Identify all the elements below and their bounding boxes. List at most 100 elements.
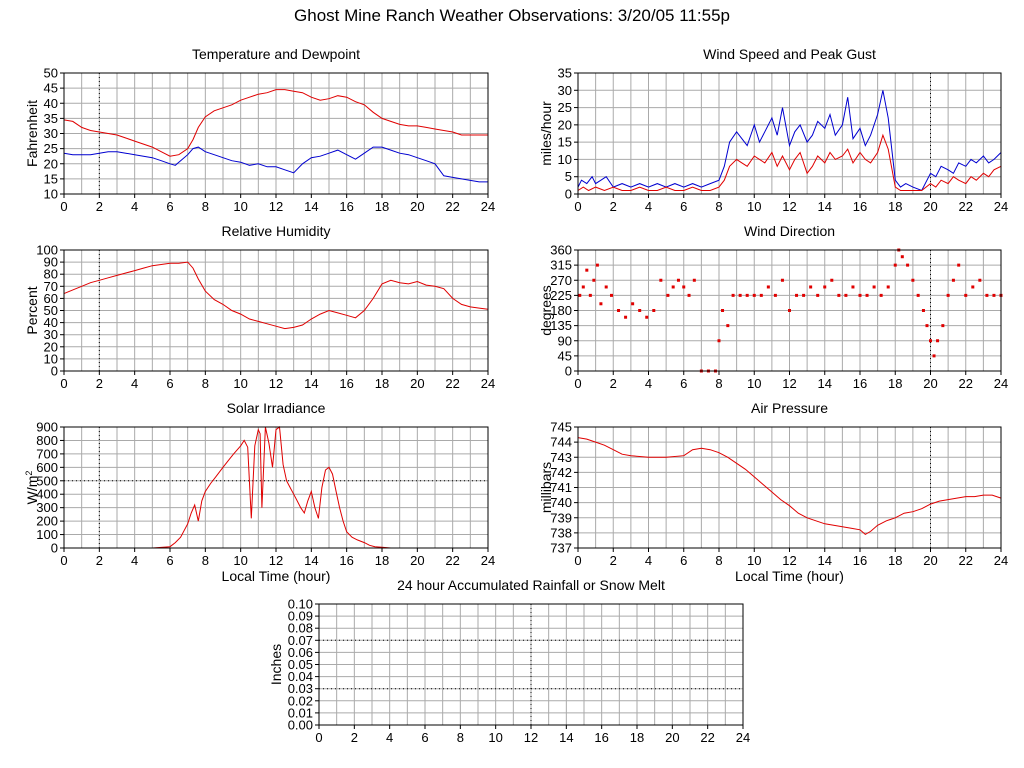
- rain-x-tick-label: 4: [386, 730, 393, 745]
- winddir-x-tick-label: 14: [818, 376, 832, 391]
- wind-series-red: [577, 133, 1002, 192]
- humidity-x-tick-label: 24: [481, 376, 495, 391]
- humidity-y-tick-label: 10: [44, 351, 58, 366]
- humidity-y-tick-label: 30: [44, 327, 58, 342]
- pressure-y-tick-label: 744: [550, 435, 572, 450]
- humidity-y-tick-label: 80: [44, 267, 58, 282]
- winddir-x-tick-label: 18: [888, 376, 902, 391]
- pressure-y-tick-label: 738: [550, 525, 572, 540]
- winddir-point: [788, 309, 791, 312]
- pressure-y-tick-label: 745: [550, 420, 572, 435]
- rain-y-tick-label: 0.03: [288, 681, 313, 696]
- winddir-y-tick-label: 270: [550, 273, 572, 288]
- solar-x-tick-label: 6: [166, 553, 173, 568]
- temp-y-label: Fahrenheit: [24, 100, 40, 167]
- winddir-y-tick-label: 0: [565, 364, 572, 379]
- pressure-x-tick-label: 12: [782, 553, 796, 568]
- wind-title: Wind Speed and Peak Gust: [703, 46, 876, 62]
- temp-x-tick-label: 20: [410, 199, 424, 214]
- solar-x-tick-label: 12: [269, 553, 283, 568]
- temp-series-blue: [63, 146, 488, 183]
- winddir-x-tick-label: 2: [610, 376, 617, 391]
- winddir-x-tick-label: 24: [994, 376, 1008, 391]
- winddir-point: [886, 285, 890, 289]
- winddir-point: [851, 285, 855, 289]
- pressure-y-tick-label: 741: [550, 480, 572, 495]
- wind-y-tick-label: 30: [558, 83, 572, 98]
- pressure-x-tick-label: 4: [645, 553, 652, 568]
- humidity-x-tick-label: 0: [60, 376, 67, 391]
- solar-y-label: W/m2: [24, 471, 40, 505]
- rain-x-tick-label: 20: [665, 730, 679, 745]
- winddir-point: [595, 263, 599, 267]
- winddir-point: [652, 309, 656, 312]
- pressure-y-tick-label: 740: [550, 495, 572, 510]
- solar-x-label: Local Time (hour): [222, 568, 331, 584]
- pressure-y-tick-label: 742: [550, 465, 572, 480]
- winddir-x-tick-label: 22: [959, 376, 973, 391]
- winddir-point: [830, 278, 834, 282]
- winddir-point: [893, 263, 897, 267]
- temp-chart: 0 2 4 6 8 10 12 14 16 18 20 22 24101520253035404550T…: [24, 46, 495, 214]
- winddir-point: [992, 293, 996, 297]
- pressure-x-label: Local Time (hour): [735, 568, 844, 584]
- solar-x-tick-label: 2: [96, 553, 103, 568]
- rain-y-tick-label: 0.00: [288, 718, 313, 733]
- winddir-point: [929, 339, 932, 343]
- winddir-y-tick-label: 315: [550, 258, 572, 273]
- wind-x-tick-label: 20: [923, 199, 937, 214]
- rain-title: 24 hour Accumulated Rainfall or Snow Mel…: [397, 577, 665, 593]
- solar-x-tick-label: 10: [233, 553, 247, 568]
- wind-y-tick-label: 5: [565, 169, 572, 184]
- wind-x-tick-label: 24: [994, 199, 1008, 214]
- temp-y-tick-label: 50: [44, 66, 58, 81]
- rain-chart: 0 2 4 6 8 10 12 14 16 18 20 22 240.000.010.020.030.0…: [268, 577, 750, 745]
- wind-x-tick-label: 14: [818, 199, 832, 214]
- solar-x-tick-label: 8: [202, 553, 209, 568]
- winddir-point: [780, 278, 784, 282]
- winddir-point: [957, 263, 961, 267]
- winddir-title: Wind Direction: [744, 223, 835, 239]
- winddir-point: [717, 339, 721, 343]
- temp-series-red: [63, 89, 488, 157]
- humidity-y-tick-label: 100: [36, 243, 58, 258]
- temp-y-tick-label: 30: [44, 126, 58, 141]
- temp-y-tick-label: 20: [44, 156, 58, 171]
- temp-x-tick-label: 0: [60, 199, 67, 214]
- winddir-point: [738, 293, 742, 297]
- temp-x-tick-label: 18: [375, 199, 389, 214]
- humidity-y-label: Percent: [24, 286, 40, 334]
- rain-y-tick-label: 0.06: [288, 645, 313, 660]
- winddir-point: [911, 278, 915, 282]
- wind-y-tick-label: 35: [558, 66, 572, 81]
- rain-x-tick-label: 16: [594, 730, 608, 745]
- pressure-series-red: [577, 437, 1002, 536]
- wind-x-tick-label: 2: [610, 199, 617, 214]
- solar-y-label-superscript: 2: [24, 471, 34, 476]
- rain-x-tick-label: 6: [421, 730, 428, 745]
- page-title: Ghost Mine Ranch Weather Observations: 3…: [294, 6, 730, 25]
- humidity-x-tick-label: 12: [269, 376, 283, 391]
- humidity-x-tick-label: 20: [410, 376, 424, 391]
- winddir-x-tick-label: 10: [747, 376, 761, 391]
- winddir-point: [941, 324, 945, 328]
- wind-x-tick-label: 12: [782, 199, 796, 214]
- wind-x-tick-label: 8: [715, 199, 722, 214]
- winddir-point: [964, 293, 968, 297]
- solar-y-tick-label: 200: [36, 514, 58, 529]
- rain-y-tick-label: 0.08: [288, 621, 313, 636]
- winddir-point: [581, 285, 585, 289]
- rain-x-tick-label: 14: [559, 730, 573, 745]
- temp-x-tick-label: 12: [269, 199, 283, 214]
- solar-y-tick-label: 700: [36, 446, 58, 461]
- humidity-x-tick-label: 14: [304, 376, 318, 391]
- winddir-point: [638, 309, 642, 312]
- winddir-point: [609, 293, 613, 297]
- winddir-point: [692, 278, 696, 282]
- temp-x-tick-label: 4: [131, 199, 138, 214]
- pressure-x-tick-label: 8: [715, 553, 722, 568]
- winddir-point: [816, 293, 820, 297]
- wind-x-tick-label: 6: [680, 199, 687, 214]
- winddir-point: [802, 293, 806, 297]
